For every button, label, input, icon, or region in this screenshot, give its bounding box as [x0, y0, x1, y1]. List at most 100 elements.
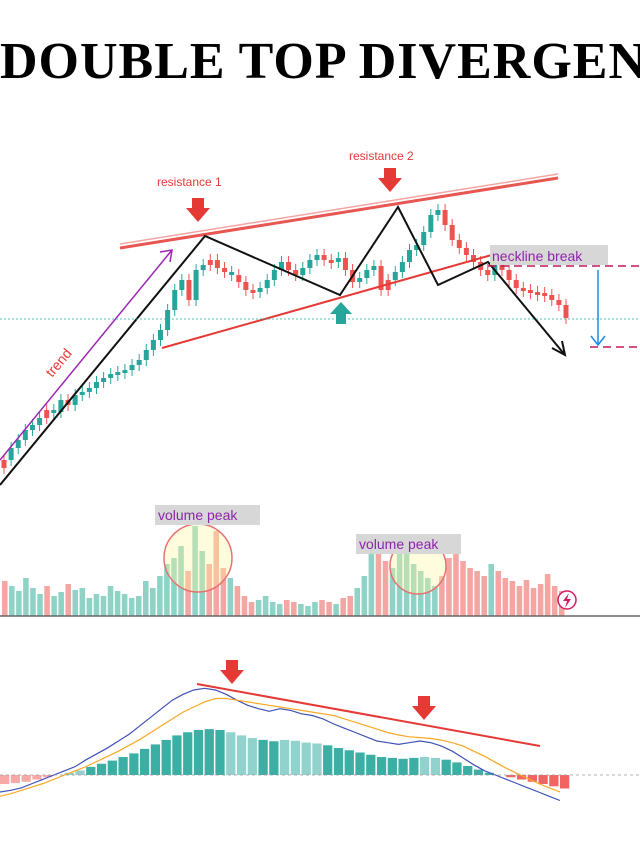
volume-bar: [44, 586, 50, 616]
macd-histogram-bar: [290, 740, 301, 775]
volume-bar: [403, 541, 410, 616]
candle-body: [321, 255, 327, 260]
candle-body: [108, 374, 114, 378]
macd-histogram-bar: [387, 757, 397, 775]
candle-body: [535, 292, 541, 295]
volume-bar: [107, 586, 114, 616]
candle-body: [278, 262, 284, 270]
volume-bar: [220, 568, 227, 616]
macd-panel: [0, 687, 570, 802]
macd-histogram-bar: [236, 735, 247, 775]
volume-bar: [396, 554, 403, 616]
candle-body: [193, 270, 199, 300]
candle-body: [129, 365, 135, 370]
candle-body: [314, 255, 320, 260]
macd-histogram-bar: [43, 775, 53, 778]
volume-bar: [537, 584, 544, 616]
signal-line: [0, 697, 561, 797]
volume-bar: [410, 564, 417, 616]
volume-bar: [234, 586, 241, 616]
macd-histogram-bar: [269, 741, 279, 775]
candle-body: [428, 215, 434, 232]
macd-histogram-bar: [96, 763, 107, 775]
volume-bar: [354, 588, 361, 616]
volume-bar: [100, 596, 107, 616]
zigzag-arrowhead: [551, 340, 567, 357]
volume-bar: [16, 591, 22, 616]
macd-histogram-bar: [344, 750, 354, 775]
volume-bar: [227, 578, 234, 616]
macd-histogram-bar: [86, 766, 96, 775]
candle-body: [456, 240, 462, 248]
volume-bar: [262, 596, 269, 616]
resistance-line-upper-shadow: [119, 173, 559, 245]
volume-bar: [192, 526, 198, 616]
macd-histogram-bar: [409, 757, 419, 775]
candle-body: [1, 460, 7, 468]
volume-bar: [467, 568, 473, 616]
candle-body: [186, 280, 192, 300]
trend-arrow-line: [0, 249, 173, 461]
neckline-label-bg: [490, 245, 608, 265]
volume-bar: [382, 561, 389, 616]
candle-body: [527, 290, 533, 293]
candle-body: [264, 280, 270, 288]
volume-bar: [509, 581, 516, 616]
volume-bar: [255, 600, 262, 616]
macd-histogram-bar: [473, 769, 484, 775]
volume-bar: [544, 574, 551, 616]
volume-bar: [121, 594, 128, 616]
candle-body: [58, 400, 64, 412]
macd-histogram-bar: [10, 775, 21, 784]
macd-histogram-bar: [32, 775, 42, 780]
support-trendline: [161, 246, 521, 349]
target-arrowhead: [590, 335, 606, 347]
volume-bar: [516, 586, 523, 616]
candle-body: [44, 410, 50, 418]
volume-bar: [333, 604, 339, 616]
candle-body: [143, 350, 149, 360]
volume-bar: [446, 558, 452, 616]
candle-body: [435, 210, 441, 215]
candle-body: [471, 255, 477, 262]
candle-body: [207, 260, 213, 265]
volume-peak-1-label-bg: [155, 505, 260, 525]
candle-body: [563, 305, 569, 318]
volume-bar: [51, 596, 57, 616]
volume-bar: [135, 596, 142, 616]
resistance-line-upper: [119, 176, 559, 250]
candle-body: [463, 248, 469, 255]
candle-body: [51, 410, 57, 413]
macd-histogram-bar: [549, 775, 559, 787]
volume-bar: [171, 558, 177, 616]
support-up-arrow-icon: [330, 302, 352, 324]
macd-histogram-bar: [183, 732, 193, 775]
candle-body: [179, 280, 185, 290]
macd-histogram-bar: [107, 760, 117, 775]
candle-body: [542, 293, 548, 296]
volume-bar: [164, 564, 170, 616]
volume-bar: [23, 578, 29, 616]
candle-body: [122, 370, 128, 373]
resistance-1-arrow-icon: [186, 198, 210, 222]
macd-histogram-bar: [420, 757, 430, 775]
candle-body: [371, 266, 377, 270]
candle-body: [136, 360, 142, 365]
macd-histogram-bar: [538, 775, 548, 784]
volume-bar: [488, 564, 494, 616]
volume-bar: [375, 554, 382, 616]
macd-histogram-bar: [463, 766, 473, 775]
macd-histogram-bar: [441, 759, 451, 775]
volume-bar: [241, 596, 248, 616]
resistance-2-arrow-icon: [378, 168, 402, 192]
candle-body: [414, 245, 420, 250]
volume-bar: [143, 581, 149, 616]
candle-body: [499, 265, 505, 270]
macd-divergence-line: [196, 683, 541, 747]
volume-bar: [93, 594, 100, 616]
macd-histogram-bar: [301, 742, 311, 775]
volume-bar: [530, 588, 537, 616]
macd-histogram-bar: [355, 752, 365, 775]
candle-body: [214, 260, 220, 268]
resistance-2-label: resistance 2: [349, 149, 414, 163]
